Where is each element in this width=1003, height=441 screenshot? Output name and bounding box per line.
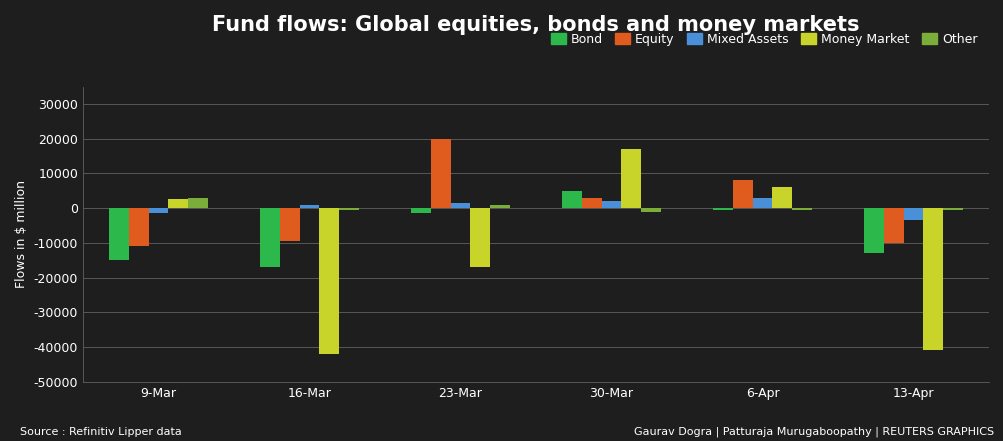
Bar xyxy=(582,198,601,208)
Bar xyxy=(732,180,752,208)
Bar xyxy=(169,199,188,208)
Bar xyxy=(713,208,732,210)
Bar xyxy=(884,208,903,243)
Bar xyxy=(339,208,358,210)
Bar xyxy=(864,208,884,253)
Bar xyxy=(260,208,280,267)
Bar xyxy=(188,198,208,208)
Bar xyxy=(942,208,962,210)
Bar xyxy=(791,208,810,210)
Bar xyxy=(621,149,640,208)
Bar xyxy=(903,208,923,220)
Bar xyxy=(601,201,621,208)
Bar xyxy=(469,208,489,267)
Bar xyxy=(771,187,791,208)
Text: Source : Refinitiv Lipper data: Source : Refinitiv Lipper data xyxy=(20,426,182,437)
Bar xyxy=(148,208,169,213)
Bar xyxy=(489,205,510,208)
Bar xyxy=(640,208,660,212)
Bar xyxy=(430,138,450,208)
Bar xyxy=(450,203,469,208)
Bar xyxy=(319,208,339,354)
Bar xyxy=(411,208,430,213)
Bar xyxy=(299,205,319,208)
Text: Gaurav Dogra | Patturaja Murugaboopathy | REUTERS GRAPHICS: Gaurav Dogra | Patturaja Murugaboopathy … xyxy=(633,426,993,437)
Bar xyxy=(109,208,128,260)
Title: Fund flows: Global equities, bonds and money markets: Fund flows: Global equities, bonds and m… xyxy=(212,15,859,35)
Bar xyxy=(923,208,942,351)
Bar xyxy=(280,208,299,241)
Bar xyxy=(128,208,148,246)
Bar xyxy=(752,198,771,208)
Bar xyxy=(562,191,582,208)
Legend: Bond, Equity, Mixed Assets, Money Market, Other: Bond, Equity, Mixed Assets, Money Market… xyxy=(545,28,982,51)
Y-axis label: Flows in $ million: Flows in $ million xyxy=(15,180,28,288)
